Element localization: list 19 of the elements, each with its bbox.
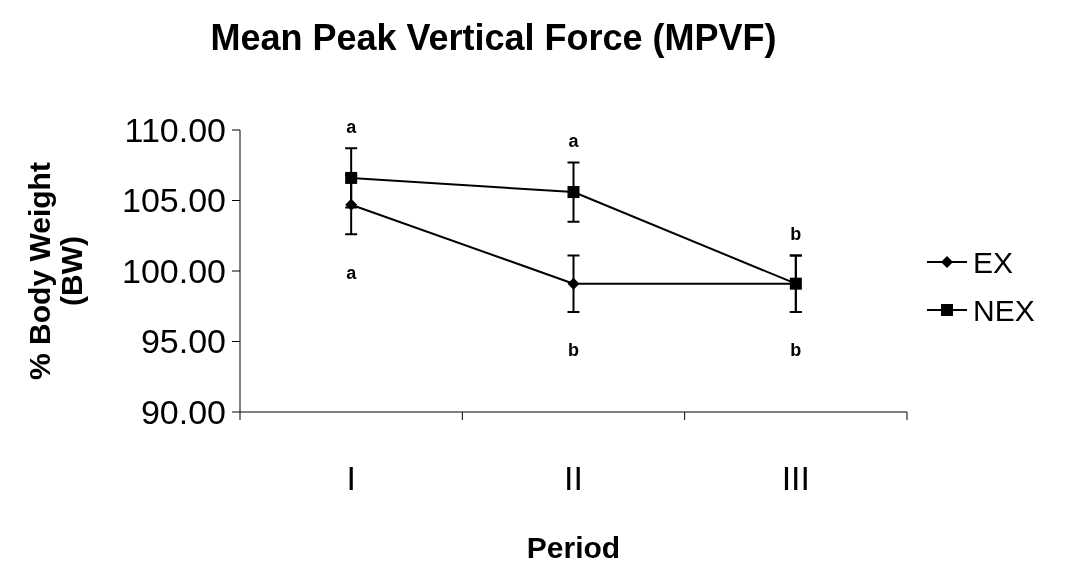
annotation: a bbox=[346, 262, 358, 283]
y-tick-label: 105.00 bbox=[122, 181, 226, 220]
y-axis-title: % Body Weight (BW) bbox=[23, 162, 88, 380]
x-tick-label: III bbox=[781, 459, 811, 497]
annotation: a bbox=[346, 116, 358, 137]
annotation: b bbox=[790, 223, 802, 244]
y-tick-label: 95.00 bbox=[140, 322, 226, 361]
y-tick-label: 110.00 bbox=[124, 110, 226, 149]
x-tick-label: I bbox=[346, 459, 356, 497]
y-tick-label: 90.00 bbox=[140, 392, 226, 431]
y-tick-label: 100.00 bbox=[122, 251, 226, 290]
x-axis-title: Period bbox=[526, 531, 621, 564]
chart-title: Mean Peak Vertical Force (MPVF) bbox=[210, 17, 777, 58]
annotation: a bbox=[568, 130, 580, 151]
x-tick-label: II bbox=[564, 459, 583, 497]
legend-label: NEX bbox=[973, 293, 1035, 327]
legend-label: EX bbox=[973, 245, 1014, 279]
annotation: b bbox=[568, 340, 579, 361]
annotation: b bbox=[790, 340, 802, 361]
